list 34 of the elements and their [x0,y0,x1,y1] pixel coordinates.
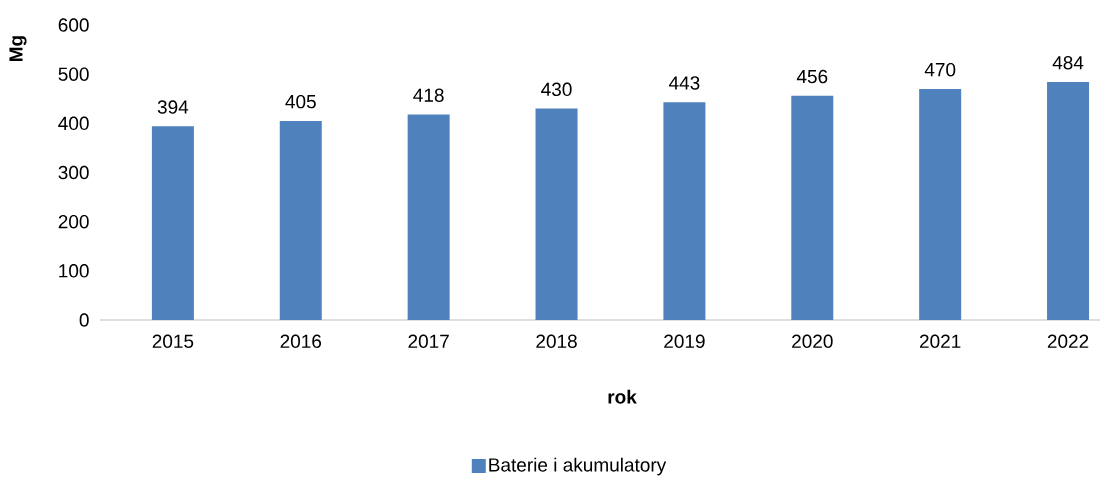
y-axis-title: Mg [9,36,27,62]
y-tick-label: 0 [79,313,89,327]
bar [919,88,962,320]
y-tick-label: 500 [58,67,89,81]
x-tick-label: 2021 [919,334,961,348]
bar [407,114,450,320]
y-tick-label: 600 [58,18,89,32]
bar [1047,82,1090,320]
bar [151,126,194,320]
data-label: 484 [1052,56,1084,70]
data-label: 470 [924,62,956,77]
y-tick-label: 100 [59,264,89,278]
data-label: 456 [796,69,828,84]
bar [663,102,706,320]
bar [279,120,322,320]
bar [535,108,578,320]
x-axis-title: rok [608,389,637,404]
x-tick-label: 2016 [280,334,322,348]
y-tick-label: 200 [58,214,89,229]
bar [791,95,834,320]
data-label: 418 [413,88,444,102]
data-label: 405 [285,94,316,109]
x-tick-label: 2015 [152,334,194,348]
x-tick-label: 2020 [792,334,833,348]
x-tick-label: 2018 [536,334,577,348]
y-tick-label: 400 [58,116,89,131]
x-tick-label: 2019 [664,334,705,348]
data-label: 443 [669,76,700,90]
y-tick-label: 300 [58,165,89,180]
legend-label: Baterie i akumulatory [489,457,667,476]
data-label: 430 [541,82,572,97]
x-tick-label: 2017 [408,334,449,348]
x-tick-label: 2022 [1047,334,1089,348]
data-label: 394 [157,100,189,114]
